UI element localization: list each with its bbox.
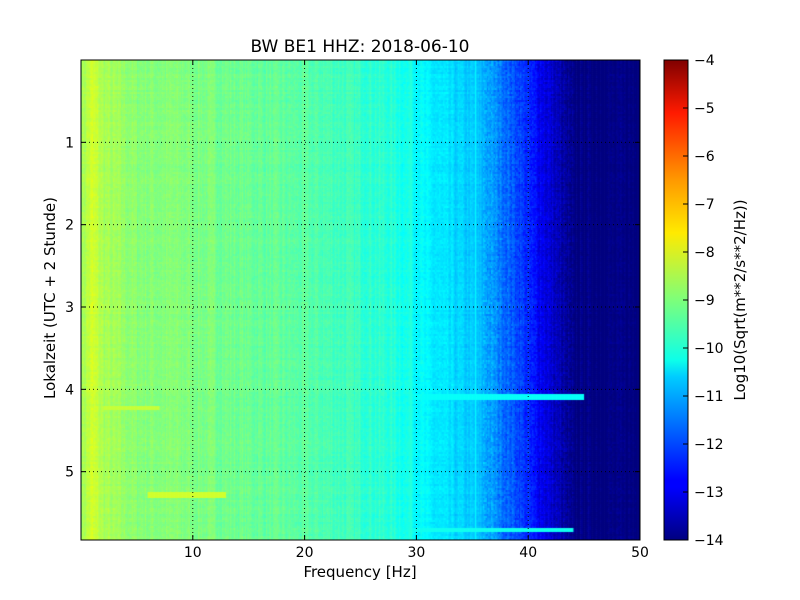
colorbar-tick-label: −10 xyxy=(694,341,724,357)
y-tick-label: 5 xyxy=(65,465,74,481)
colorbar-tick-label: −4 xyxy=(694,53,715,69)
y-tick-label: 4 xyxy=(65,382,74,398)
x-axis-ticks: 10 20 30 40 50 xyxy=(184,60,649,561)
y-axis-label: Lokalzeit (UTC + 2 Stunde) xyxy=(41,197,59,399)
x-tick-label: 20 xyxy=(296,545,314,561)
y-tick-label: 2 xyxy=(65,218,74,234)
colorbar-tick-label: −7 xyxy=(694,197,715,213)
colorbar-ticks: −4 −5 −6 −7 −8 −9 −10 −11 −12 −13 −14 xyxy=(683,53,724,549)
y-tick-label: 3 xyxy=(65,300,74,316)
colorbar: −4 −5 −6 −7 −8 −9 −10 −11 −12 −13 −14 Log10(Sqrt(m… xyxy=(663,53,749,549)
chart-title: BW BE1 HHZ: 2018-06-10 xyxy=(250,37,469,57)
heatmap-canvas xyxy=(81,60,640,540)
colorbar-tick-label: −5 xyxy=(694,101,715,117)
x-tick-label: 50 xyxy=(631,545,649,561)
grid-lines xyxy=(81,60,640,540)
colorbar-tick-label: −6 xyxy=(694,149,715,165)
x-axis-label: Frequency [Hz] xyxy=(303,563,416,581)
colorbar-tick-label: −14 xyxy=(694,533,724,549)
plot-area: 10 20 30 40 50 1 2 3 4 5 xyxy=(65,59,649,561)
colorbar-tick-label: −12 xyxy=(694,437,724,453)
colorbar-tick-label: −9 xyxy=(694,293,715,309)
x-tick-label: 40 xyxy=(519,545,537,561)
plot-frame xyxy=(80,59,641,541)
y-axis-ticks: 1 2 3 4 5 xyxy=(65,135,640,481)
colorbar-tick-label: −13 xyxy=(694,485,724,501)
colorbar-tick-label: −8 xyxy=(694,245,715,261)
colorbar-label: Log10(Sqrt(m**2/s**2/Hz)) xyxy=(731,199,749,400)
x-tick-label: 30 xyxy=(407,545,425,561)
colorbar-tick-label: −11 xyxy=(694,389,724,405)
y-tick-label: 1 xyxy=(65,135,74,151)
x-tick-label: 10 xyxy=(184,545,202,561)
